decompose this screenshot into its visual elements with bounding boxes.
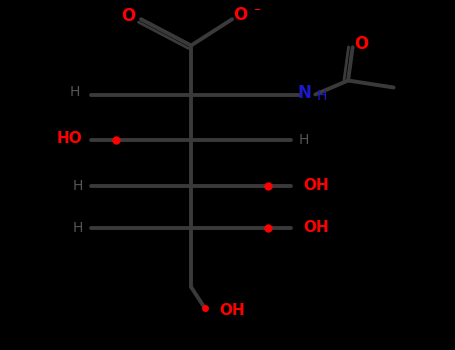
Text: ⁻: ⁻ <box>253 5 261 19</box>
Text: OH: OH <box>219 303 245 318</box>
Text: HO: HO <box>56 132 82 146</box>
Text: OH: OH <box>303 220 329 235</box>
Text: H: H <box>299 133 309 147</box>
Text: O: O <box>121 7 136 25</box>
Text: H: H <box>70 85 80 99</box>
Text: H: H <box>73 178 83 192</box>
Text: H: H <box>73 220 83 234</box>
Text: OH: OH <box>303 178 329 193</box>
Text: O: O <box>233 6 248 24</box>
Text: H: H <box>317 89 327 103</box>
Text: O: O <box>354 35 368 54</box>
Text: N: N <box>298 84 312 102</box>
